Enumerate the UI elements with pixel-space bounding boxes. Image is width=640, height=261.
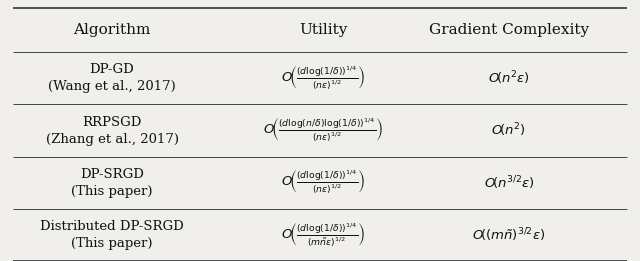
Text: $O\!\left(n^{3/2}\epsilon\right)$: $O\!\left(n^{3/2}\epsilon\right)$ [484,174,534,192]
Text: $O\!\left(\frac{(d\log(1/\delta))^{1/4}}{(m\tilde{n}\epsilon)^{1/2}}\right)$: $O\!\left(\frac{(d\log(1/\delta))^{1/4}}… [281,221,365,249]
Text: Utility: Utility [299,23,348,37]
Text: Distributed DP-SRGD
(This paper): Distributed DP-SRGD (This paper) [40,220,184,250]
Text: $O\!\left(\frac{(d\log(1/\delta))^{1/4}}{(n\epsilon)^{1/2}}\right)$: $O\!\left(\frac{(d\log(1/\delta))^{1/4}}… [281,169,365,197]
Text: Gradient Complexity: Gradient Complexity [429,23,589,37]
Text: DP-GD
(Wang et al., 2017): DP-GD (Wang et al., 2017) [48,63,176,93]
Text: $O\!\left((m\tilde{n})^{3/2}\epsilon\right)$: $O\!\left((m\tilde{n})^{3/2}\epsilon\rig… [472,226,545,244]
Text: RRPSGD
(Zhang et al., 2017): RRPSGD (Zhang et al., 2017) [45,116,179,145]
Text: DP-SRGD
(This paper): DP-SRGD (This paper) [71,168,153,198]
Text: $O\!\left(\frac{(d\log(1/\delta))^{1/4}}{(n\epsilon)^{1/2}}\right)$: $O\!\left(\frac{(d\log(1/\delta))^{1/4}}… [281,64,365,92]
Text: $O\!\left(n^2\epsilon\right)$: $O\!\left(n^2\epsilon\right)$ [488,69,530,87]
Text: $O\!\left(\frac{(d\log(n/\delta)\log(1/\delta))^{1/4}}{(n\epsilon)^{1/2}}\right): $O\!\left(\frac{(d\log(n/\delta)\log(1/\… [263,117,383,144]
Text: Algorithm: Algorithm [74,23,150,37]
Text: $O\!\left(n^2\right)$: $O\!\left(n^2\right)$ [492,122,526,139]
